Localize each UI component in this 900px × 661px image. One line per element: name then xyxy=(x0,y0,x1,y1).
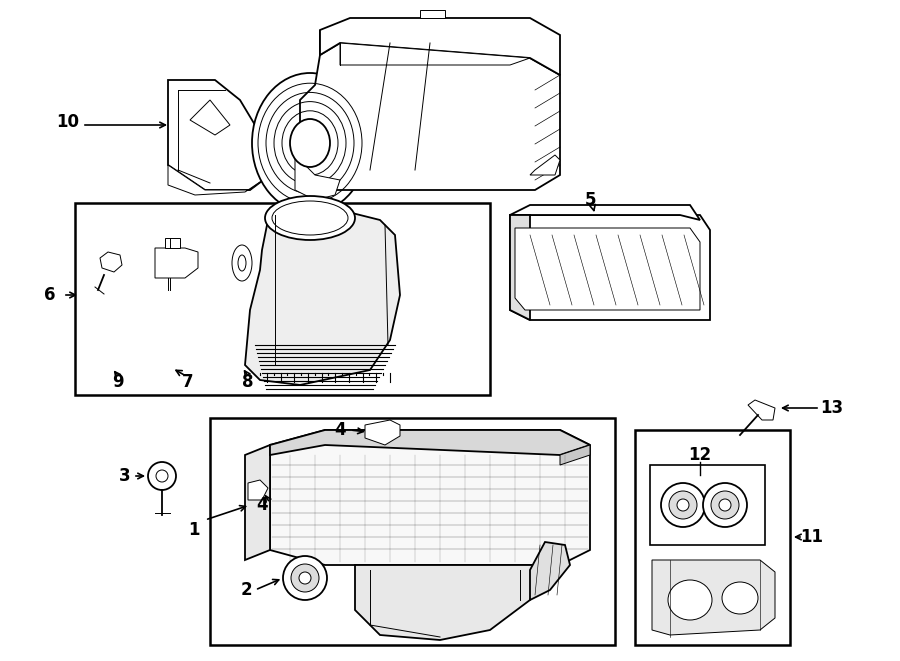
Ellipse shape xyxy=(299,572,311,584)
Polygon shape xyxy=(320,18,560,75)
Text: 6: 6 xyxy=(44,286,56,304)
Text: 8: 8 xyxy=(242,373,254,391)
Ellipse shape xyxy=(669,491,697,519)
Polygon shape xyxy=(340,43,530,65)
Polygon shape xyxy=(560,445,590,465)
Polygon shape xyxy=(245,210,400,385)
Ellipse shape xyxy=(711,491,739,519)
Bar xyxy=(635,430,790,645)
Polygon shape xyxy=(510,215,530,320)
Polygon shape xyxy=(530,542,570,600)
Polygon shape xyxy=(300,30,560,190)
Polygon shape xyxy=(515,228,700,310)
Polygon shape xyxy=(530,155,560,175)
Polygon shape xyxy=(155,248,198,278)
Text: 4: 4 xyxy=(256,496,268,514)
Polygon shape xyxy=(652,560,775,635)
Text: 1: 1 xyxy=(188,521,200,539)
Polygon shape xyxy=(245,445,270,560)
Ellipse shape xyxy=(272,201,348,235)
Text: 4: 4 xyxy=(335,421,346,439)
Text: 7: 7 xyxy=(182,373,194,391)
Text: 2: 2 xyxy=(240,581,252,599)
Ellipse shape xyxy=(283,556,327,600)
Text: 11: 11 xyxy=(800,528,823,546)
Polygon shape xyxy=(295,155,340,200)
Text: 3: 3 xyxy=(119,467,130,485)
Polygon shape xyxy=(100,252,122,272)
Ellipse shape xyxy=(722,582,758,614)
Ellipse shape xyxy=(290,119,330,167)
Polygon shape xyxy=(748,400,775,420)
Polygon shape xyxy=(270,430,590,565)
Polygon shape xyxy=(365,420,400,445)
Bar xyxy=(75,203,490,395)
Polygon shape xyxy=(168,80,270,190)
Text: 5: 5 xyxy=(584,191,596,209)
Text: 13: 13 xyxy=(820,399,843,417)
Ellipse shape xyxy=(252,73,368,213)
Polygon shape xyxy=(420,10,445,18)
Text: 9: 9 xyxy=(112,373,124,391)
Polygon shape xyxy=(355,565,545,640)
Ellipse shape xyxy=(719,499,731,511)
Polygon shape xyxy=(168,165,260,195)
Polygon shape xyxy=(165,238,180,248)
Polygon shape xyxy=(190,100,230,135)
Ellipse shape xyxy=(148,462,176,490)
Ellipse shape xyxy=(661,483,705,527)
Ellipse shape xyxy=(291,564,319,592)
Ellipse shape xyxy=(677,499,689,511)
Polygon shape xyxy=(270,430,590,455)
Text: 12: 12 xyxy=(688,446,712,464)
Ellipse shape xyxy=(703,483,747,527)
Text: 10: 10 xyxy=(57,113,79,131)
Polygon shape xyxy=(510,215,710,320)
Ellipse shape xyxy=(668,580,712,620)
Polygon shape xyxy=(248,480,268,500)
Polygon shape xyxy=(510,205,700,220)
Ellipse shape xyxy=(232,245,252,281)
Ellipse shape xyxy=(265,196,355,240)
Bar xyxy=(650,465,765,545)
Bar xyxy=(210,418,615,645)
Ellipse shape xyxy=(156,470,168,482)
Ellipse shape xyxy=(238,255,246,271)
